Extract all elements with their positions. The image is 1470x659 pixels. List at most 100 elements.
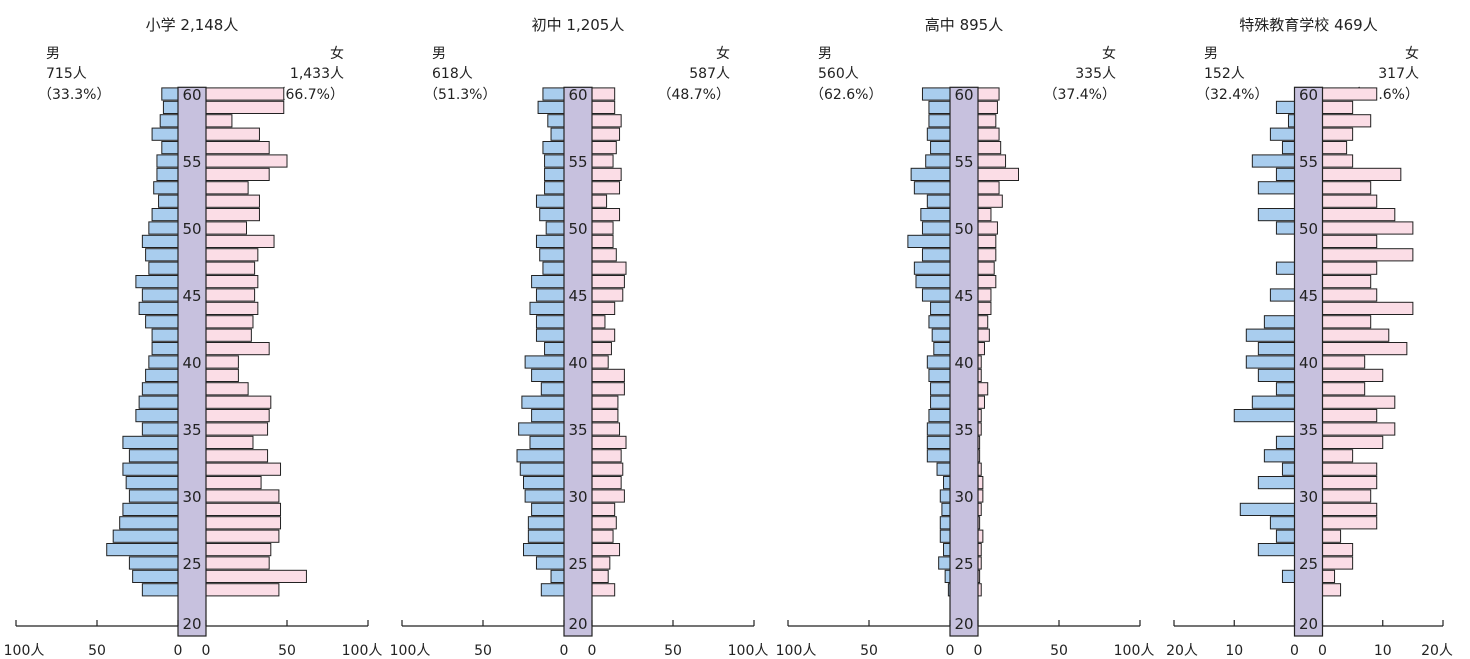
age-tick-label: 45 bbox=[954, 287, 973, 305]
female-bar-age-54 bbox=[205, 167, 270, 182]
age-tick-label: 20 bbox=[182, 615, 201, 633]
male-bar-age-30 bbox=[524, 489, 565, 503]
male-bar-age-23 bbox=[540, 583, 565, 597]
male-bar-age-45 bbox=[141, 288, 179, 302]
x-tick-label: 20人 bbox=[1166, 643, 1198, 659]
age-axis bbox=[1293, 86, 1324, 637]
x-tick-label: 0 bbox=[174, 643, 183, 659]
female-bar-age-59 bbox=[591, 100, 616, 115]
female-bar-age-42 bbox=[205, 328, 252, 342]
male-bar-age-45 bbox=[1269, 288, 1296, 302]
male-bar-age-58 bbox=[547, 114, 565, 128]
male-bar-age-25 bbox=[128, 556, 179, 570]
x-tick-label: 50 bbox=[278, 643, 296, 659]
female-bar-age-53 bbox=[591, 181, 621, 195]
female-percent: （66.7%） bbox=[272, 87, 344, 103]
male-bar-age-47 bbox=[913, 261, 951, 275]
male-bar-age-28 bbox=[1269, 516, 1296, 530]
female-bar-age-59 bbox=[205, 100, 285, 115]
x-tick-label: 10 bbox=[1225, 643, 1243, 659]
male-bar-age-50 bbox=[148, 221, 179, 235]
female-bar-age-58 bbox=[977, 114, 997, 128]
male-percent: （62.6%） bbox=[810, 87, 882, 103]
female-bar-age-33 bbox=[1322, 449, 1354, 463]
female-bar-age-34 bbox=[1322, 435, 1384, 449]
female-bar-age-28 bbox=[205, 516, 282, 530]
chart-title: 特殊教育学校 469人 bbox=[1239, 16, 1377, 34]
male-label: 男 bbox=[1204, 46, 1218, 62]
female-bar-age-30 bbox=[977, 489, 984, 503]
male-bar-age-51 bbox=[151, 208, 179, 222]
male-bar-age-51 bbox=[920, 208, 951, 222]
female-bar-age-55 bbox=[1322, 154, 1354, 168]
male-bar-age-58 bbox=[159, 114, 179, 128]
male-bar-age-54 bbox=[156, 167, 179, 182]
female-bar-age-30 bbox=[205, 489, 280, 503]
female-bar-age-46 bbox=[1322, 275, 1372, 289]
female-bar-age-56 bbox=[977, 141, 1002, 155]
female-bar-age-46 bbox=[205, 275, 259, 289]
female-bar-age-60 bbox=[977, 87, 1000, 101]
x-tick-label: 0 bbox=[202, 643, 211, 659]
male-bar-age-30 bbox=[128, 489, 179, 503]
male-bar-age-37 bbox=[138, 395, 179, 409]
male-bar-age-33 bbox=[926, 449, 951, 463]
female-bar-age-31 bbox=[1322, 476, 1378, 490]
male-bar-age-54 bbox=[544, 167, 565, 182]
female-bar-age-30 bbox=[1322, 489, 1372, 503]
x-tick-label: 20人 bbox=[1421, 643, 1453, 659]
male-label: 男 bbox=[46, 46, 60, 62]
female-bar-age-57 bbox=[1322, 127, 1354, 141]
male-bar-age-47 bbox=[1275, 261, 1296, 275]
male-bar-age-41 bbox=[151, 342, 179, 356]
male-bar-age-24 bbox=[132, 569, 179, 583]
female-bar-age-60 bbox=[591, 87, 616, 101]
female-percent: （48.7%） bbox=[658, 87, 730, 103]
female-bar-age-23 bbox=[205, 583, 280, 597]
male-bar-age-39 bbox=[145, 368, 179, 382]
age-tick-label: 35 bbox=[954, 421, 973, 439]
male-bar-age-27 bbox=[112, 529, 179, 543]
male-bar-age-44 bbox=[138, 301, 179, 315]
female-count: 317人 bbox=[1378, 66, 1419, 82]
male-bar-age-32 bbox=[519, 462, 565, 476]
male-bar-age-36 bbox=[531, 409, 565, 423]
male-bar-age-43 bbox=[535, 315, 565, 329]
male-bar-age-33 bbox=[1263, 449, 1295, 463]
male-bar-age-56 bbox=[930, 141, 951, 155]
male-bar-age-32 bbox=[122, 462, 179, 476]
age-tick-label: 60 bbox=[1299, 86, 1318, 104]
female-bar-age-48 bbox=[1322, 248, 1414, 262]
male-bar-age-33 bbox=[128, 449, 179, 463]
female-bar-age-38 bbox=[1322, 382, 1366, 396]
female-bar-age-50 bbox=[205, 221, 247, 235]
x-tick-label: 0 bbox=[1290, 643, 1299, 659]
age-tick-label: 60 bbox=[954, 86, 973, 104]
female-bar-age-39 bbox=[591, 368, 625, 382]
male-bar-age-40 bbox=[148, 355, 179, 369]
male-bar-age-27 bbox=[527, 529, 565, 543]
male-bar-age-39 bbox=[1257, 368, 1295, 382]
male-label: 男 bbox=[432, 46, 446, 62]
female-bar-age-44 bbox=[977, 301, 992, 315]
male-bar-age-49 bbox=[141, 234, 179, 249]
female-bar-age-41 bbox=[1322, 342, 1408, 356]
male-bar-age-35 bbox=[141, 422, 179, 436]
male-bar-age-50 bbox=[1275, 221, 1296, 235]
x-tick-label: 0 bbox=[946, 643, 955, 659]
age-tick-label: 45 bbox=[1299, 287, 1318, 305]
age-tick-label: 20 bbox=[954, 615, 973, 633]
female-bar-age-25 bbox=[591, 556, 611, 570]
female-bar-age-35 bbox=[591, 422, 621, 436]
male-bar-age-34 bbox=[1275, 435, 1296, 449]
male-bar-age-37 bbox=[521, 395, 565, 409]
male-bar-age-45 bbox=[921, 288, 951, 302]
female-bar-age-58 bbox=[1322, 114, 1372, 128]
male-bar-age-42 bbox=[1245, 328, 1296, 342]
female-bar-age-40 bbox=[205, 355, 239, 369]
male-bar-age-55 bbox=[544, 154, 565, 168]
female-bar-age-53 bbox=[1322, 181, 1372, 195]
